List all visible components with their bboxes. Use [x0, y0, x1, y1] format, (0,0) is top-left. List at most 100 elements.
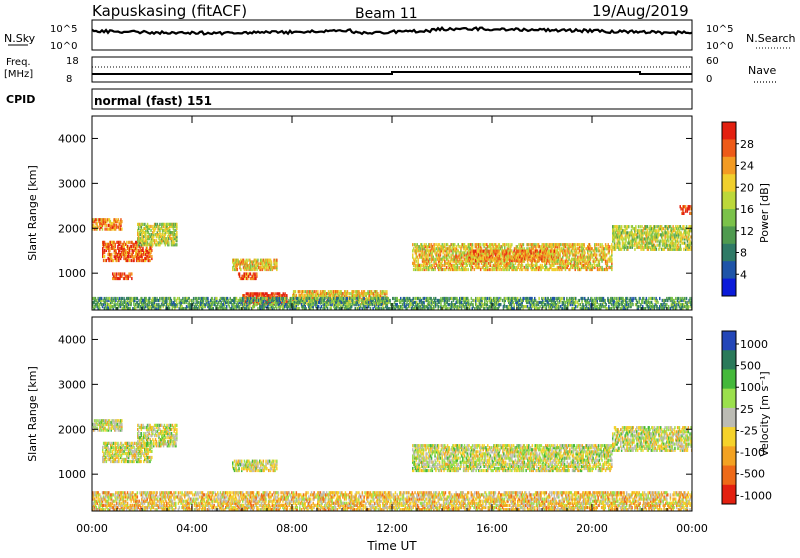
- data-cell: [504, 259, 505, 262]
- data-cell: [525, 253, 526, 256]
- data-cell: [143, 239, 144, 242]
- data-cell: [204, 297, 205, 300]
- data-cell: [104, 255, 105, 258]
- data-cell: [299, 290, 300, 293]
- data-cell: [101, 297, 102, 300]
- data-cell: [442, 264, 443, 267]
- data-cell: [96, 218, 97, 221]
- data-cell: [628, 225, 629, 228]
- data-cell: [434, 266, 435, 269]
- data-cell: [151, 249, 152, 252]
- data-cell: [216, 297, 217, 300]
- data-cell: [421, 264, 422, 267]
- data-cell: [575, 243, 576, 246]
- data-cell: [635, 225, 636, 228]
- data-cell: [263, 303, 264, 306]
- data-cell: [149, 301, 150, 304]
- data-cell: [579, 243, 580, 246]
- data-cell: [668, 231, 669, 234]
- data-cell: [640, 225, 641, 228]
- data-cell: [150, 229, 151, 232]
- data-cell: [338, 303, 339, 306]
- data-cell: [615, 244, 616, 247]
- data-cell: [602, 268, 603, 271]
- data-cell: [472, 266, 473, 269]
- data-cell: [120, 241, 121, 244]
- data-cell: [683, 248, 684, 251]
- data-cell: [131, 245, 132, 248]
- data-cell: [276, 259, 277, 262]
- data-cell: [672, 233, 673, 236]
- data-cell: [605, 260, 606, 263]
- data-cell: [154, 239, 155, 242]
- data-cell: [302, 294, 303, 297]
- data-cell: [492, 253, 493, 256]
- data-cell: [457, 264, 458, 267]
- data-cell: [118, 218, 119, 221]
- data-cell: [563, 260, 564, 263]
- data-cell: [324, 297, 325, 300]
- nsearch-tick-bottom: 10^0: [706, 41, 733, 52]
- data-cell: [146, 297, 147, 300]
- data-cell: [115, 249, 116, 252]
- data-cell: [444, 243, 445, 246]
- data-cell: [447, 243, 448, 246]
- data-cell: [247, 259, 248, 262]
- data-cell: [236, 297, 237, 300]
- data-cell: [432, 264, 433, 267]
- data-cell: [500, 268, 501, 271]
- data-cell: [298, 297, 299, 300]
- freq-tick-top: 18: [66, 56, 79, 67]
- data-cell: [473, 250, 474, 253]
- data-cell: [454, 243, 455, 246]
- data-cell: [663, 227, 664, 230]
- data-cell: [177, 303, 178, 306]
- data-cell: [480, 268, 481, 271]
- data-cell: [349, 292, 350, 295]
- data-cell: [321, 305, 322, 308]
- data-cell: [660, 240, 661, 243]
- data-cell: [522, 268, 523, 271]
- data-cell: [280, 305, 281, 308]
- data-cell: [607, 268, 608, 271]
- data-cell: [286, 294, 287, 297]
- data-cell: [129, 259, 130, 262]
- data-cell: [434, 243, 435, 246]
- freq-panel: Freq. [MHz] 18 8 60 0 Nave: [4, 56, 776, 85]
- nsky-tick-bottom: 10^0: [50, 41, 77, 52]
- data-cell: [417, 258, 418, 261]
- data-cell: [672, 225, 673, 228]
- data-cell: [173, 241, 174, 244]
- data-cell: [243, 297, 244, 300]
- data-cell: [599, 249, 600, 252]
- data-cell: [330, 297, 331, 300]
- data-cell: [611, 258, 612, 261]
- data-cell: [191, 299, 192, 302]
- data-cell: [511, 255, 512, 258]
- data-cell: [305, 290, 306, 293]
- data-cell: [560, 243, 561, 246]
- data-cell: [317, 290, 318, 293]
- data-cell: [534, 259, 535, 262]
- data-cell: [295, 290, 296, 293]
- cpid-label: CPID: [6, 93, 35, 106]
- data-cell: [284, 297, 285, 300]
- data-cell: [106, 259, 107, 262]
- data-cell: [429, 258, 430, 261]
- data-cell: [598, 243, 599, 246]
- data-cell: [641, 225, 642, 228]
- data-cell: [429, 243, 430, 246]
- data-cell: [103, 259, 104, 262]
- data-cell: [151, 255, 152, 258]
- data-cell: [104, 249, 105, 252]
- data-cell: [619, 242, 620, 245]
- data-cell: [93, 224, 94, 227]
- data-cell: [106, 297, 107, 300]
- data-cell: [166, 297, 167, 300]
- data-cell: [159, 223, 160, 226]
- data-cell: [596, 247, 597, 250]
- nsearch-label: N.Search: [746, 32, 796, 45]
- data-cell: [499, 243, 500, 246]
- data-cell: [656, 225, 657, 228]
